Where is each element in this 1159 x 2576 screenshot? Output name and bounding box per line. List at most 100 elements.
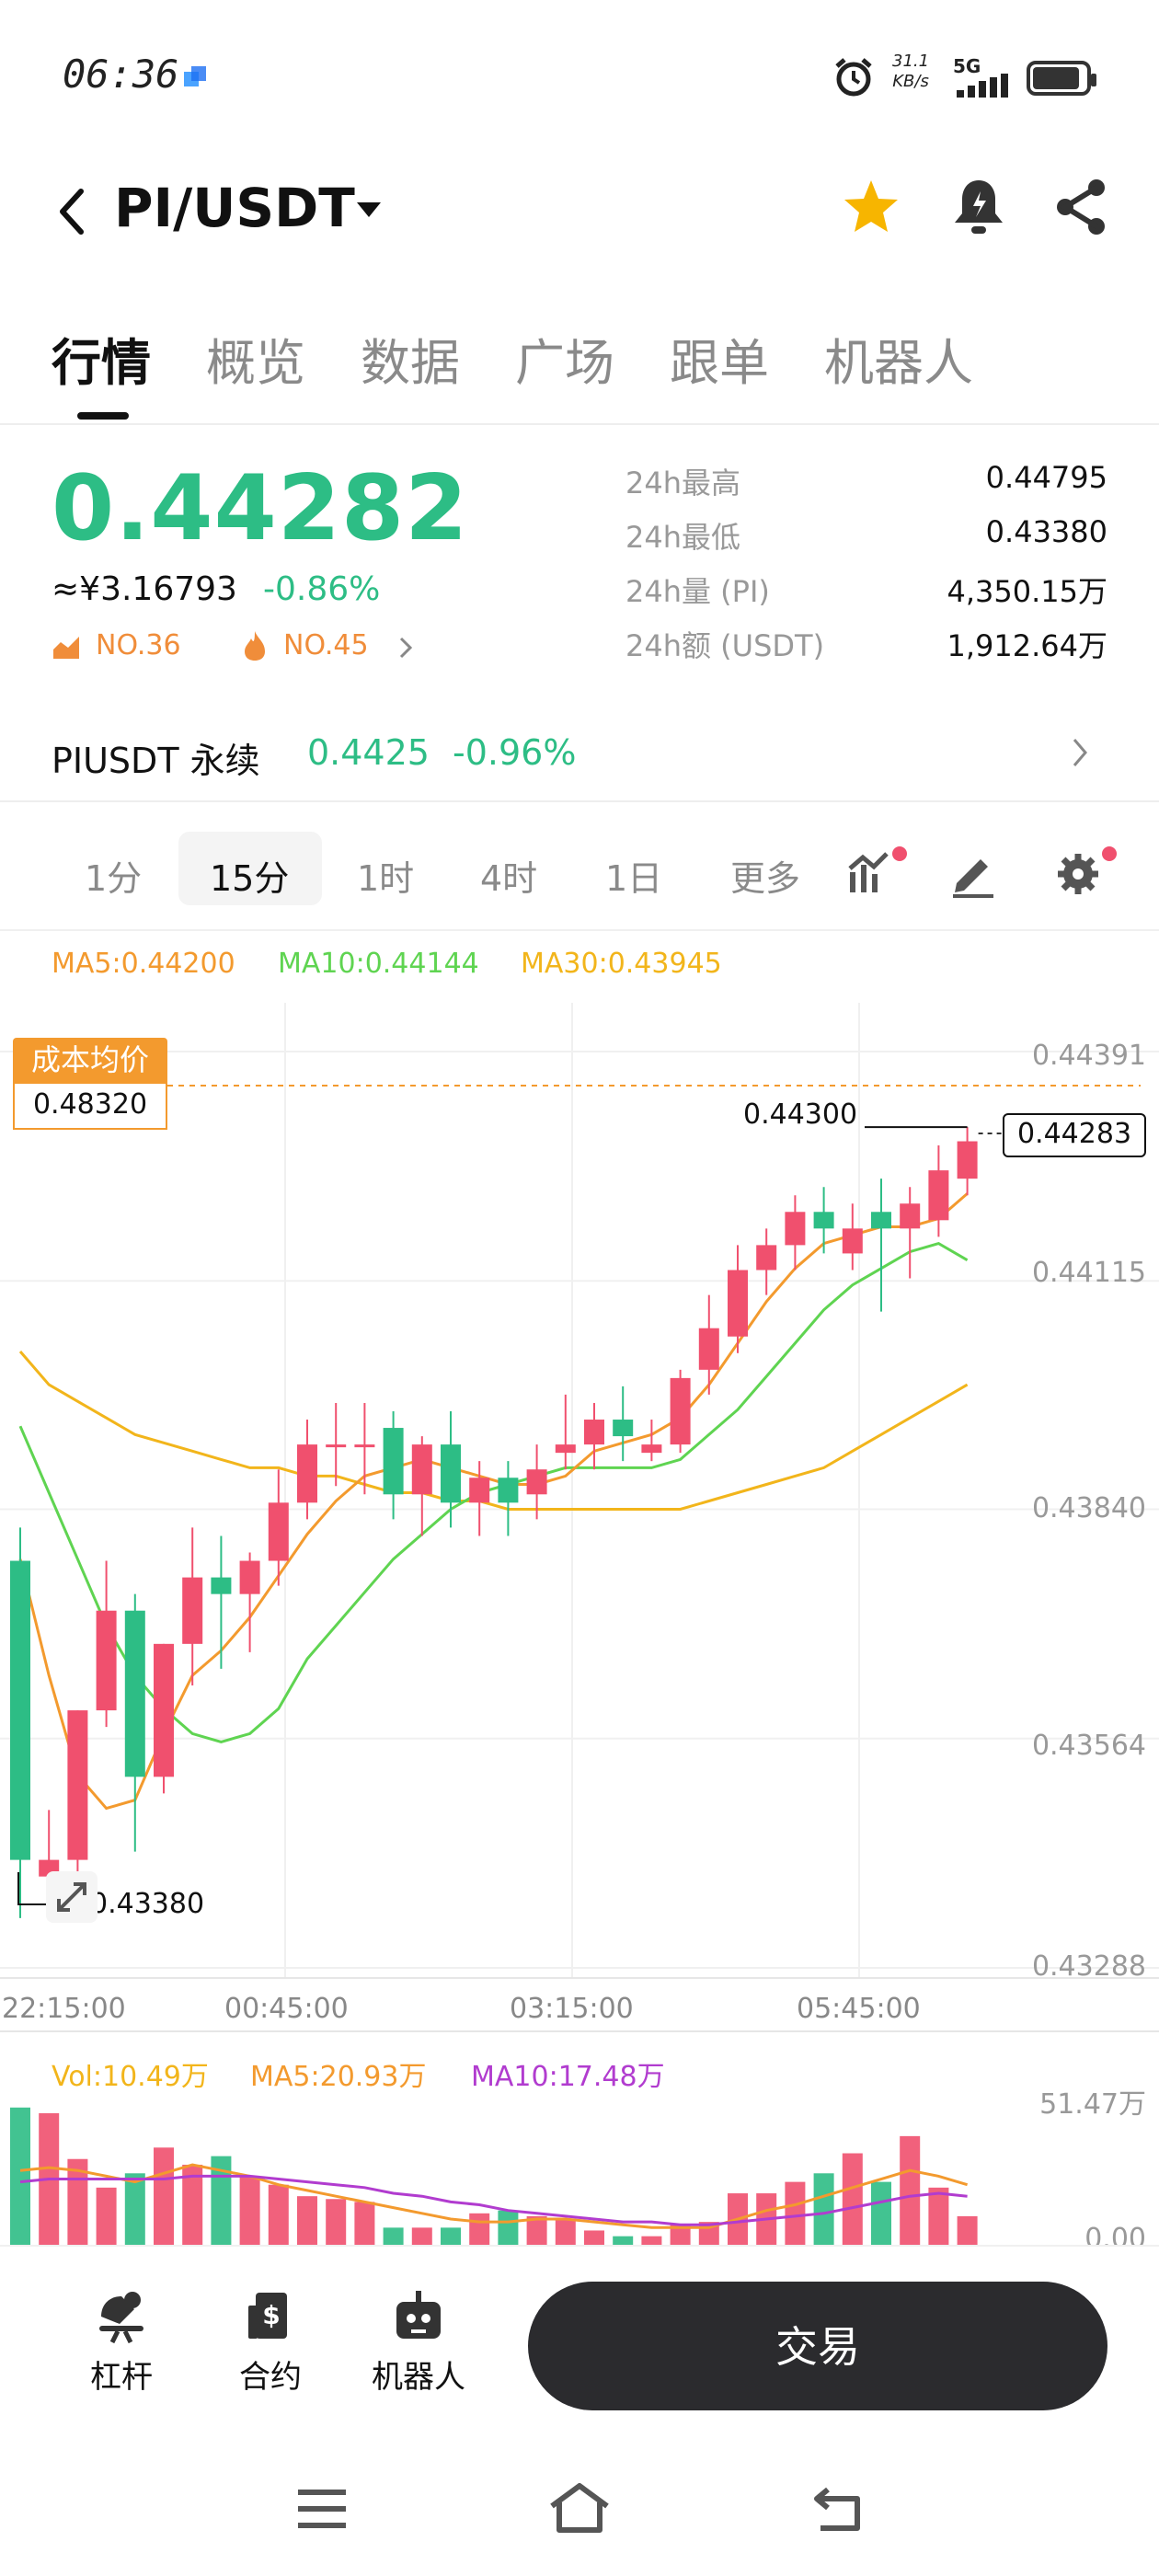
volume-bar	[96, 2187, 117, 2245]
candle-body	[268, 1502, 289, 1561]
volume-legend: Vol:10.49万	[52, 2061, 209, 2093]
status-bar: 06:36 31.1 KB/s 5G	[0, 0, 1159, 156]
signal-icon	[957, 74, 1008, 98]
timeframe-more[interactable]: 更多	[730, 858, 801, 899]
volume-bar	[584, 2230, 604, 2245]
timeframe-1d[interactable]: 1日	[605, 858, 663, 899]
stat-high: 24h最高 0.44795	[625, 460, 1107, 500]
price-change: -0.86%	[263, 570, 381, 608]
candle-body	[297, 1444, 317, 1503]
cny-price: ≈¥3.16793	[52, 570, 237, 608]
volume-ma5-line	[19, 2163, 969, 2229]
leverage-icon	[99, 2292, 143, 2344]
y-axis-label: 0.43288	[1031, 1950, 1146, 1983]
chevron-right-icon[interactable]	[1069, 734, 1091, 771]
bot-label: 机器人	[372, 2359, 465, 2396]
candle-body	[613, 1420, 634, 1437]
x-axis-label: 00:45:00	[224, 1993, 349, 2025]
active-timeframe-bg	[178, 832, 322, 905]
robot-icon	[396, 2291, 441, 2339]
tab-bot[interactable]: 机器人	[824, 334, 973, 392]
perpetual-row[interactable]: PIUSDT 永续 0.4425 -0.96%	[0, 708, 1159, 802]
price-alert-bell-icon[interactable]	[951, 177, 1006, 237]
ma30-line	[18, 1351, 969, 1511]
expand-chart-button[interactable]	[46, 1871, 98, 1923]
candle-body	[326, 1444, 347, 1448]
stats-24h: 24h最高 0.44795 24h最低 0.43380 24h量 (PI) 4,350…	[625, 460, 1107, 677]
volume-bar	[239, 2176, 260, 2245]
volume-bar	[613, 2236, 634, 2245]
volume-bar	[555, 2219, 576, 2245]
favorite-star-icon[interactable]	[841, 177, 901, 237]
timeframe-15m[interactable]: 15分	[210, 858, 290, 899]
volume-bar	[469, 2213, 490, 2245]
candle-body	[10, 1560, 30, 1860]
candle-body	[555, 1444, 576, 1454]
tab-market[interactable]: 行情	[52, 334, 151, 392]
app-notification-icon	[184, 66, 206, 86]
volume-ma10-legend: MA10:17.48万	[471, 2061, 665, 2093]
candle-body	[124, 1610, 145, 1777]
share-icon[interactable]	[1052, 177, 1109, 237]
perpetual-change: -0.96%	[453, 732, 577, 773]
volume-ma5-legend: MA5:20.93万	[250, 2061, 427, 2093]
leverage-nav[interactable]: 杠杆	[85, 2289, 158, 2397]
tab-overview[interactable]: 概览	[206, 334, 305, 392]
candle-body	[728, 1270, 748, 1337]
market-rank[interactable]: NO.36	[96, 629, 181, 661]
home-icon[interactable]	[546, 2480, 613, 2536]
bot-nav[interactable]: 机器人	[368, 2289, 469, 2397]
draw-pen-icon[interactable]	[947, 846, 999, 898]
last-price: 0.44282	[52, 456, 469, 561]
volume-ma10-line	[19, 2174, 968, 2226]
x-axis-label: 22:15:00	[2, 1993, 126, 2025]
menu-icon[interactable]	[294, 2486, 350, 2532]
candle-body	[526, 1469, 547, 1495]
chevron-right-icon[interactable]	[397, 635, 414, 661]
pair-selector[interactable]: PI/USDT	[114, 177, 355, 239]
candle-body	[813, 1212, 834, 1229]
y-axis-label: 0.43840	[1031, 1492, 1146, 1524]
trade-button[interactable]: 交易	[528, 2282, 1107, 2410]
indicators-icon[interactable]	[844, 846, 911, 898]
candle-body	[383, 1428, 404, 1495]
candle-body	[411, 1444, 432, 1495]
timeframe-bar: 1分 15分 1时 4时 1日 更多	[0, 819, 1159, 931]
tab-square[interactable]: 广场	[515, 334, 614, 392]
contract-icon: $	[248, 2293, 287, 2339]
volume-bar	[526, 2215, 547, 2245]
caret-down-icon[interactable]	[355, 201, 383, 219]
ma5-line	[18, 1192, 969, 1811]
battery-icon	[1027, 61, 1096, 96]
timeframe-1m[interactable]: 1分	[85, 858, 143, 899]
candle-body	[154, 1643, 174, 1777]
volume-bar	[211, 2156, 232, 2245]
perpetual-name: PIUSDT 永续	[52, 741, 260, 781]
stat-volume: 24h量 (PI) 4,350.15万	[625, 574, 1107, 609]
candle-body	[698, 1328, 719, 1370]
y-axis-label: 0.44391	[1031, 1040, 1146, 1072]
volume-axis-top: 51.47万	[1039, 2088, 1146, 2121]
tab-data[interactable]: 数据	[361, 334, 460, 392]
net-speed: 31.1 KB/s	[892, 52, 930, 91]
leverage-label: 杠杆	[90, 2359, 153, 2396]
timeframe-4h[interactable]: 4时	[480, 858, 538, 899]
candle-body	[211, 1577, 232, 1594]
volume-axis-bottom: 0.00	[1084, 2223, 1146, 2245]
candlestick-chart[interactable]	[0, 929, 1159, 2245]
hot-rank[interactable]: NO.45	[283, 629, 369, 661]
volume-bar	[297, 2196, 317, 2245]
y-axis-label: 0.43564	[1031, 1730, 1146, 1762]
stat-low: 24h最低 0.43380	[625, 514, 1107, 555]
volume-bar	[813, 2173, 834, 2245]
contract-label: 合约	[239, 2359, 302, 2396]
candle-body	[871, 1212, 891, 1229]
settings-gear-icon[interactable]	[1050, 845, 1120, 900]
back-nav-icon[interactable]	[809, 2482, 868, 2534]
candle-body	[670, 1377, 691, 1445]
back-arrow-icon[interactable]	[53, 184, 90, 239]
contract-nav[interactable]: $ 合约	[234, 2289, 307, 2397]
tab-copy-trading[interactable]: 跟单	[670, 334, 769, 392]
volume-bar	[900, 2135, 921, 2245]
timeframe-1h[interactable]: 1时	[357, 858, 415, 899]
